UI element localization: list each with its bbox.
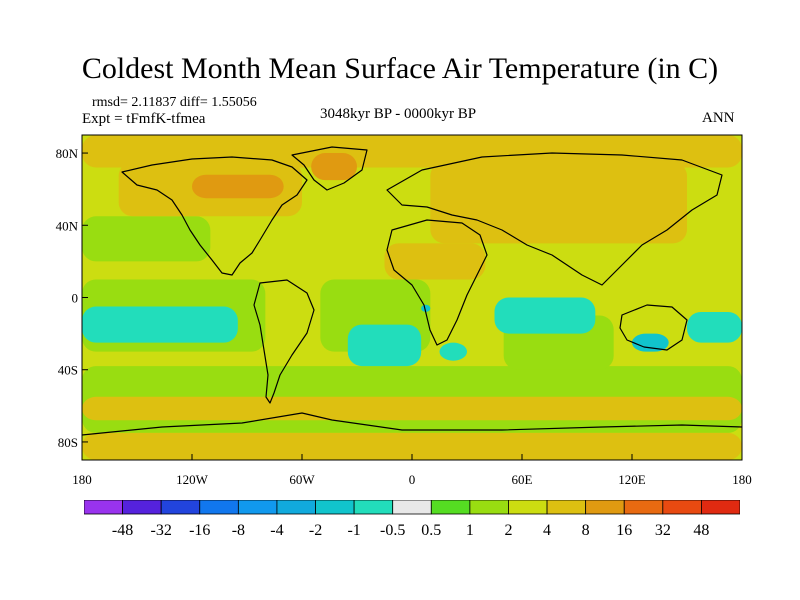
region-canada-hot [192,174,284,199]
region-antarctic-warm [82,432,742,460]
colorbar-box [122,500,162,515]
colorbar-box [315,500,355,515]
coastline-eurasia [386,152,723,286]
coastline-australia [619,304,688,351]
colorbar-box [199,500,239,515]
x-tick-label: 180 [72,472,92,487]
colorbar: -48 -32 -16 -8 -4 -2 -1 -0.5 0.5 1 2 4 8 16 32 48 [84,500,740,539]
region-cool-west-africa-patch [421,304,431,312]
colorbar-box [662,500,702,515]
x-tick-label: 120W [176,472,209,487]
colorbar-box [469,500,509,515]
temperature-field [82,135,742,460]
x-axis-ticks: 180 120W 60W 0 60E 120E 180 [72,454,752,487]
season-label: ANN [702,110,735,126]
colorbar-label: 4 [543,522,551,539]
colorbar-box [508,500,548,515]
colorbar-label: 2 [504,522,512,539]
x-tick-label: 60W [289,472,315,487]
region-greenland-hot [311,153,357,181]
x-tick-label: 60E [512,472,533,487]
colorbar-box [585,500,625,515]
temperature-map: 180 120W 60W 0 60E 120E 180 80N 40N 0 40S 80S [56,134,752,487]
y-axis-ticks: 80N 40N 0 40S 80S [56,146,88,450]
region-neutral-south-africa [439,342,467,361]
region-neutral-pacific [82,306,238,343]
coastline-greenland [291,146,368,191]
colorbar-label: -16 [189,522,210,539]
colorbar-box [84,500,123,515]
colorbar-box [701,500,740,515]
region-neutral-indian [494,297,596,334]
colorbar-label: -4 [270,522,283,539]
y-tick-label: 80S [58,435,78,450]
period-label: 3048kyr BP - 0000kyr BP [320,106,477,122]
coastline-africa [386,219,488,346]
x-tick-label: 120E [618,472,646,487]
colorbar-label: -8 [232,522,245,539]
region-neutral-south-atlantic [347,324,422,367]
chart-title: Coldest Month Mean Surface Air Temperatu… [81,52,719,85]
x-tick-label: 0 [409,472,416,487]
x-tick-label: 180 [732,472,752,487]
colorbar-label: -48 [112,522,133,539]
stats-line: rmsd= 2.11837 diff= 1.55056 [92,95,257,110]
colorbar-box [237,500,278,515]
colorbar-label: -1 [347,522,360,539]
region-eurasia-warm [430,162,687,244]
colorbar-box [546,500,587,515]
region-arctic-band [82,135,742,168]
colorbar-label: 32 [655,522,671,539]
colorbar-box [353,500,394,515]
colorbar-label: 1 [466,522,474,539]
y-tick-label: 40S [58,363,78,378]
colorbar-box [430,500,471,515]
colorbar-label: -32 [151,522,172,539]
colorbar-label: 48 [693,522,709,539]
colorbar-label: 8 [582,522,590,539]
y-tick-label: 80N [56,146,79,161]
colorbar-label: -2 [309,522,322,539]
colorbar-box [392,500,432,515]
region-pacific-northwest [82,216,211,262]
region-neutral-australia-east [687,311,742,343]
colorbar-label: 16 [616,522,632,539]
colorbar-label: -0.5 [380,522,405,539]
coastline-south-america [253,279,315,404]
region-cool-australia [632,333,669,352]
coastline-north-america [121,156,308,276]
colorbar-box [160,500,201,515]
coastline-antarctica [81,412,743,436]
region-sahara-warm [384,243,486,280]
colorbar-box [623,500,664,515]
region-southern-warm-band [82,396,742,421]
y-tick-label: 40N [56,218,79,233]
experiment-label: Expt = tFmfK-tfmea [82,111,206,127]
colorbar-label: 0.5 [421,522,441,539]
y-tick-label: 0 [72,291,79,306]
colorbar-box [276,500,316,515]
coastlines [81,146,743,436]
